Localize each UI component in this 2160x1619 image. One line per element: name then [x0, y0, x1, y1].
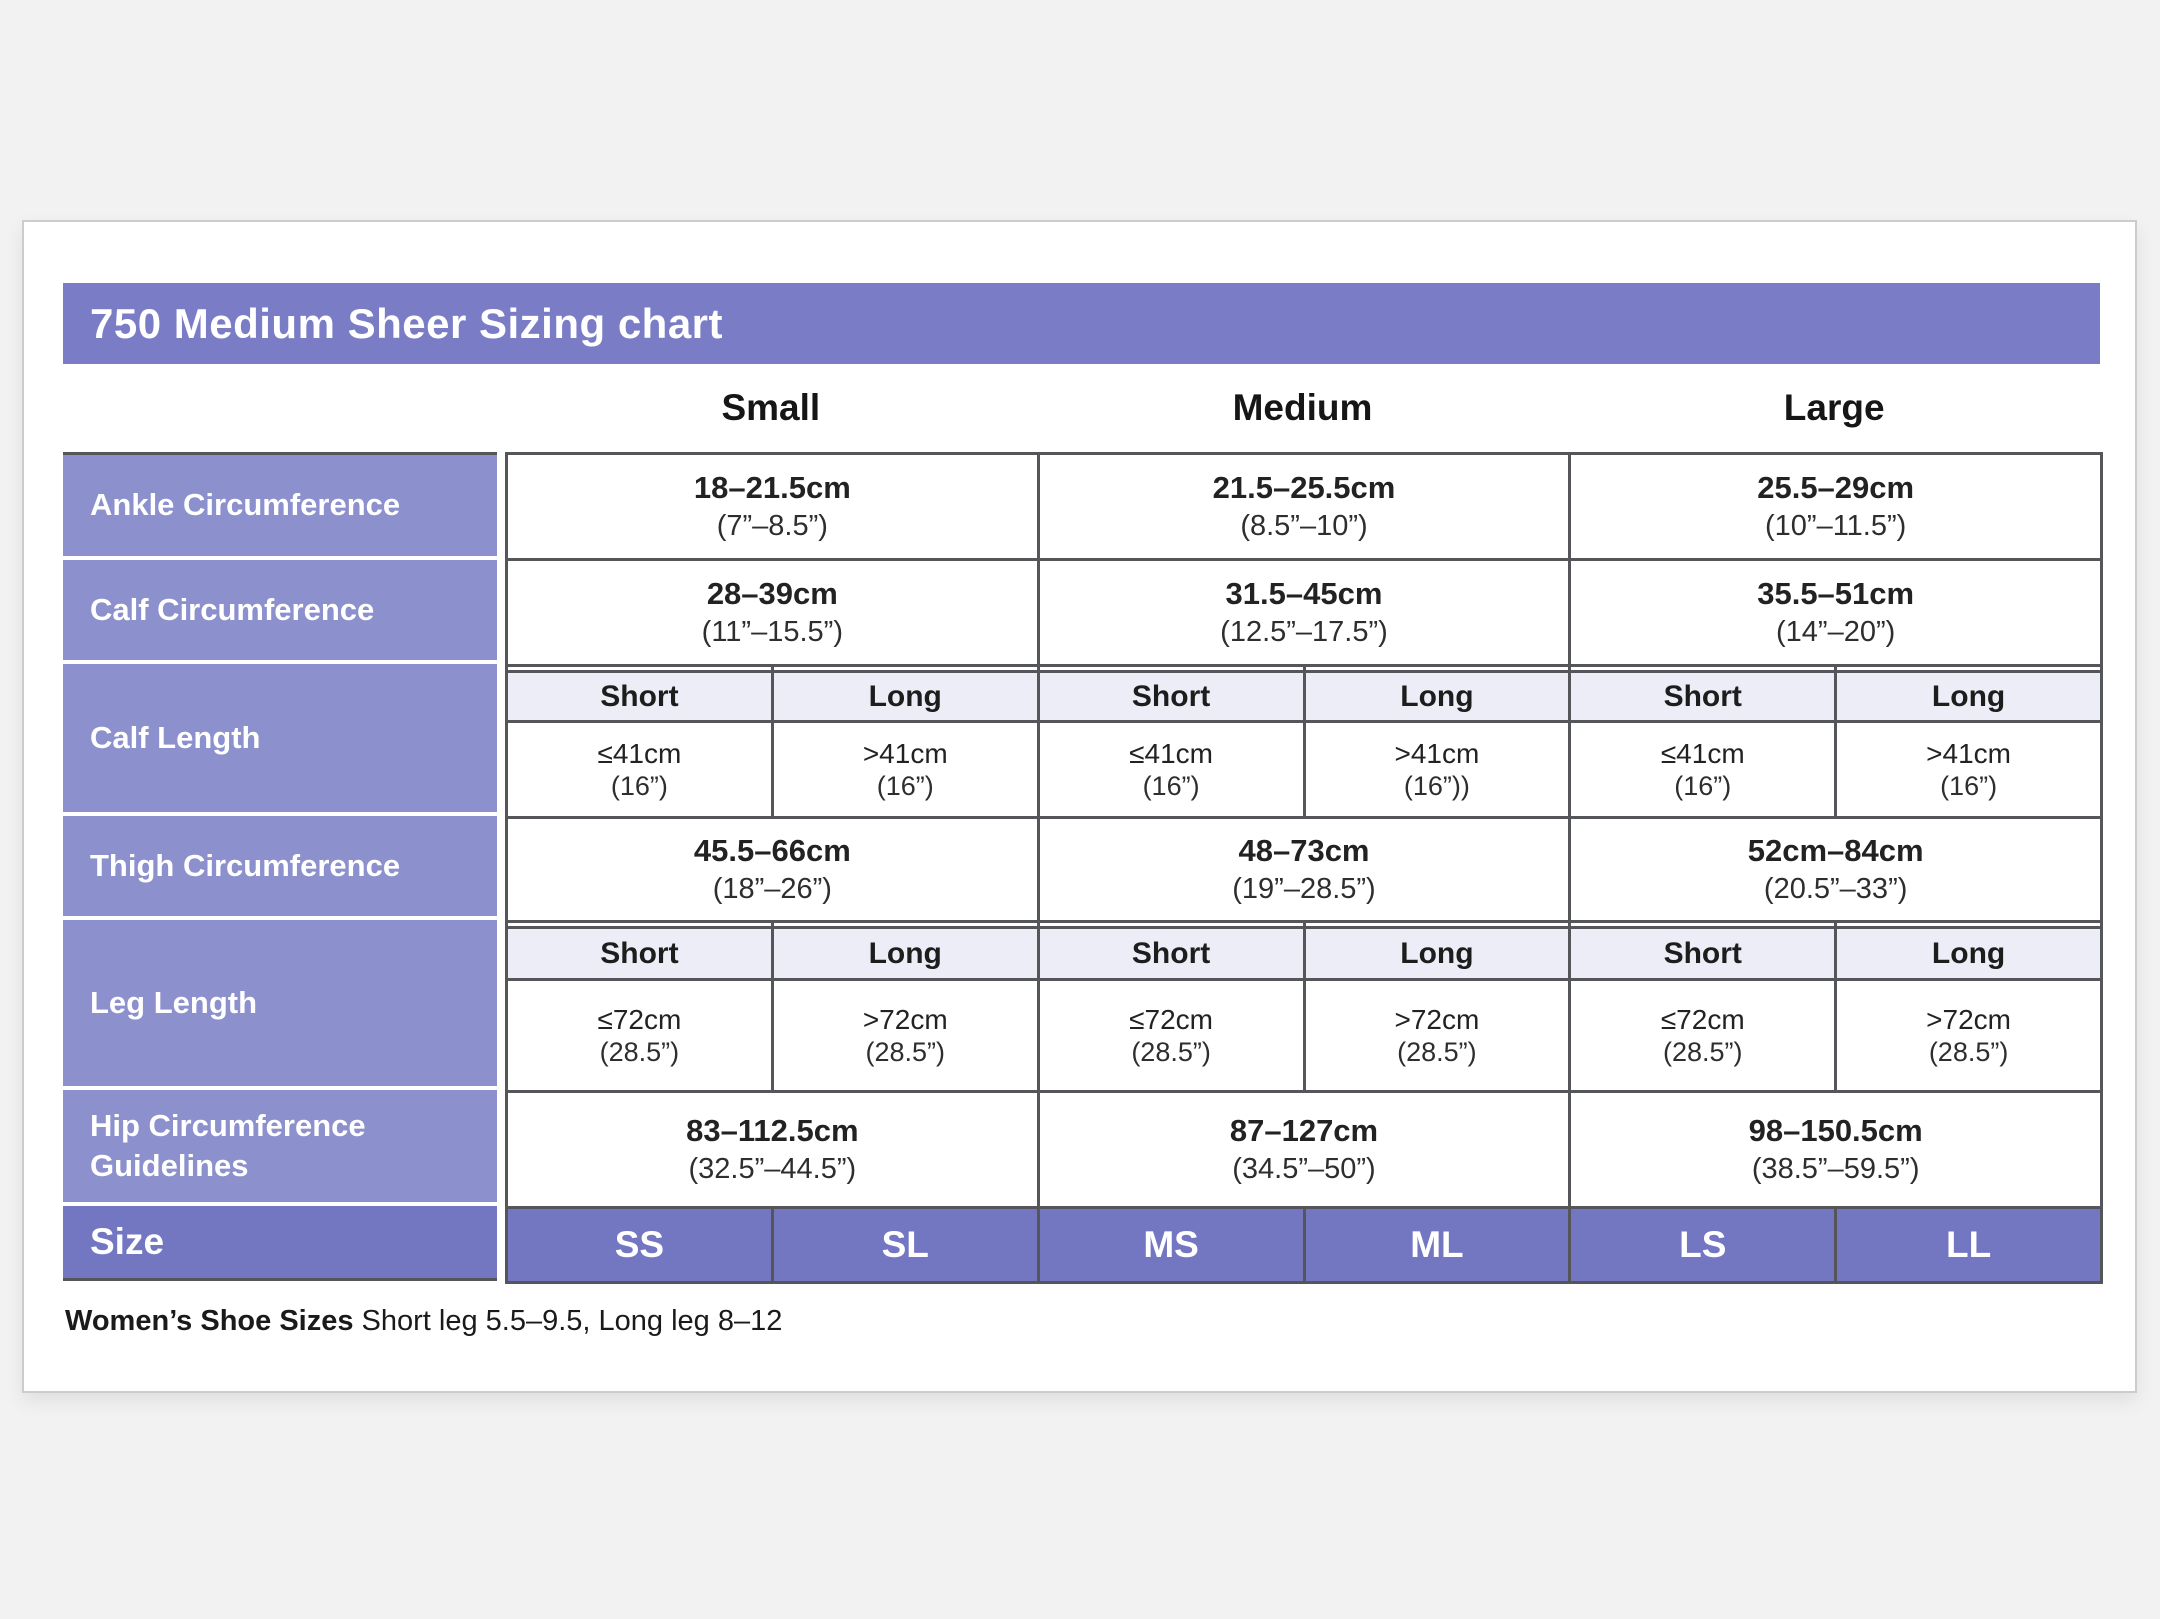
shoe-sizes-footnote: Women’s Shoe Sizes Short leg 5.5–9.5, Lo…: [65, 1305, 782, 1338]
calf-length-small-long-value: >41cm (16”): [773, 723, 1040, 819]
footnote-text: Short leg 5.5–9.5, Long leg 8–12: [353, 1305, 783, 1337]
row-label-hip-circumference-guidelines: Hip Circumference Guidelines: [63, 1090, 497, 1202]
thigh-large-value: 52cm–84cm (20.5”–33”): [1571, 819, 2103, 923]
sizing-table: 750 Medium Sheer Sizing chart Small Medi…: [63, 283, 2103, 1373]
row-label-calf-length: Calf Length: [63, 664, 497, 812]
ankle-medium-value: 21.5–25.5cm (8.5”–10”): [1039, 455, 1572, 561]
calf-length-medium-long-value: >41cm (16”)): [1305, 723, 1572, 819]
chart-title: 750 Medium Sheer Sizing chart: [90, 299, 724, 347]
size-cell-ls: LS: [1571, 1209, 1838, 1284]
row-label-thigh-circumference: Thigh Circumference: [63, 816, 497, 916]
calf-length-small-long-header: Long: [773, 667, 1040, 723]
ankle-large-value: 25.5–29cm (10”–11.5”): [1571, 455, 2103, 561]
size-cell-ss: SS: [508, 1209, 774, 1284]
size-cell-ml: ML: [1305, 1209, 1572, 1284]
calf-large-value: 35.5–51cm (14”–20”): [1571, 561, 2103, 667]
hip-large-value: 98–150.5cm (38.5”–59.5”): [1571, 1093, 2103, 1209]
calf-medium-value: 31.5–45cm (12.5”–17.5”): [1039, 561, 1572, 667]
calf-length-medium-short-header: Short: [1039, 667, 1306, 723]
leg-length-large-short-value: ≤72cm (28.5”): [1571, 981, 1838, 1093]
size-cell-ll: LL: [1837, 1209, 2103, 1284]
calf-length-medium-short-value: ≤41cm (16”): [1039, 723, 1306, 819]
chart-title-banner: 750 Medium Sheer Sizing chart: [63, 283, 2100, 364]
hip-medium-value: 87–127cm (34.5”–50”): [1039, 1093, 1572, 1209]
sizing-chart-card: 750 Medium Sheer Sizing chart Small Medi…: [22, 220, 2137, 1393]
size-cell-ms: MS: [1039, 1209, 1306, 1284]
leg-length-small-short-value: ≤72cm (28.5”): [508, 981, 774, 1093]
calf-length-small-short-value: ≤41cm (16”): [508, 723, 774, 819]
thigh-small-value: 45.5–66cm (18”–26”): [508, 819, 1040, 923]
row-label-size: Size: [63, 1206, 497, 1281]
leg-length-large-short-header: Short: [1571, 923, 1838, 981]
leg-length-medium-short-header: Short: [1039, 923, 1306, 981]
footnote-bold-label: Women’s Shoe Sizes: [65, 1305, 354, 1337]
row-label-ankle-circumference: Ankle Circumference: [63, 452, 497, 556]
row-label-calf-circumference: Calf Circumference: [63, 560, 497, 660]
leg-length-medium-long-value: >72cm (28.5”): [1305, 981, 1572, 1093]
ankle-small-value: 18–21.5cm (7”–8.5”): [508, 455, 1040, 561]
calf-length-large-long-header: Long: [1837, 667, 2103, 723]
thigh-medium-value: 48–73cm (19”–28.5”): [1039, 819, 1572, 923]
leg-length-medium-short-value: ≤72cm (28.5”): [1039, 981, 1306, 1093]
calf-length-large-short-value: ≤41cm (16”): [1571, 723, 1838, 819]
hip-small-value: 83–112.5cm (32.5”–44.5”): [508, 1093, 1040, 1209]
calf-length-large-long-value: >41cm (16”): [1837, 723, 2103, 819]
calf-length-medium-long-header: Long: [1305, 667, 1572, 723]
leg-length-small-long-value: >72cm (28.5”): [773, 981, 1040, 1093]
calf-length-large-short-header: Short: [1571, 667, 1838, 723]
calf-small-value: 28–39cm (11”–15.5”): [508, 561, 1040, 667]
leg-length-small-short-header: Short: [508, 923, 774, 981]
calf-length-small-short-header: Short: [508, 667, 774, 723]
size-column-headers: Small Medium Large: [505, 364, 2100, 452]
measurement-grid: 18–21.5cm (7”–8.5”) 21.5–25.5cm (8.5”–10…: [505, 452, 2103, 1284]
leg-length-medium-long-header: Long: [1305, 923, 1572, 981]
column-header-small: Small: [721, 387, 821, 428]
leg-length-large-long-value: >72cm (28.5”): [1837, 981, 2103, 1093]
leg-length-small-long-header: Long: [773, 923, 1040, 981]
column-header-large: Large: [1783, 387, 1885, 428]
leg-length-large-long-header: Long: [1837, 923, 2103, 981]
size-cell-sl: SL: [773, 1209, 1040, 1284]
column-header-medium: Medium: [1232, 387, 1373, 428]
row-label-leg-length: Leg Length: [63, 920, 497, 1086]
